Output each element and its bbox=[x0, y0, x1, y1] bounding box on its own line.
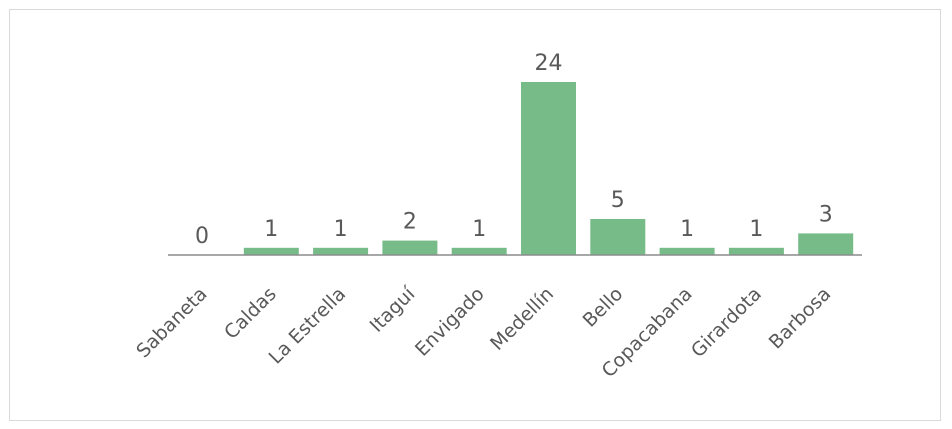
bar-medellin bbox=[521, 82, 576, 255]
category-label-envigado: Envigado bbox=[411, 283, 489, 361]
category-label-girardota: Girardota bbox=[687, 283, 766, 362]
data-label-copacabana: 1 bbox=[680, 217, 694, 242]
bar-itagui bbox=[382, 240, 438, 255]
category-label-sabaneta: Sabaneta bbox=[132, 283, 211, 362]
bar-envigado bbox=[451, 247, 507, 255]
category-label-barbosa: Barbosa bbox=[765, 283, 836, 354]
chart-frame bbox=[9, 9, 941, 421]
category-label-bello: Bello bbox=[579, 283, 628, 332]
data-label-envigado: 1 bbox=[472, 217, 486, 242]
category-label-medellin: Medellín bbox=[486, 283, 558, 355]
data-label-medellin: 24 bbox=[535, 51, 563, 76]
bar-copacabana bbox=[659, 247, 715, 255]
data-label-barbosa: 3 bbox=[819, 202, 833, 227]
bar-caldas bbox=[243, 247, 299, 255]
data-label-la-estrella: 1 bbox=[334, 217, 348, 242]
bar-la-estrella bbox=[313, 247, 369, 255]
data-label-sabaneta: 0 bbox=[195, 224, 209, 249]
value-labels-group: 0 1 1 2 1 24 5 1 1 3 bbox=[195, 51, 833, 249]
bars-group bbox=[243, 82, 854, 255]
category-label-itagui: Itaguí bbox=[366, 282, 420, 336]
data-label-itagui: 2 bbox=[403, 210, 417, 235]
data-label-caldas: 1 bbox=[264, 217, 278, 242]
bar-girardota bbox=[728, 247, 784, 255]
bar-bello bbox=[590, 219, 646, 255]
data-label-bello: 5 bbox=[611, 188, 625, 213]
bar-barbosa bbox=[798, 233, 854, 255]
data-label-girardota: 1 bbox=[749, 217, 763, 242]
category-label-caldas: Caldas bbox=[220, 283, 281, 344]
